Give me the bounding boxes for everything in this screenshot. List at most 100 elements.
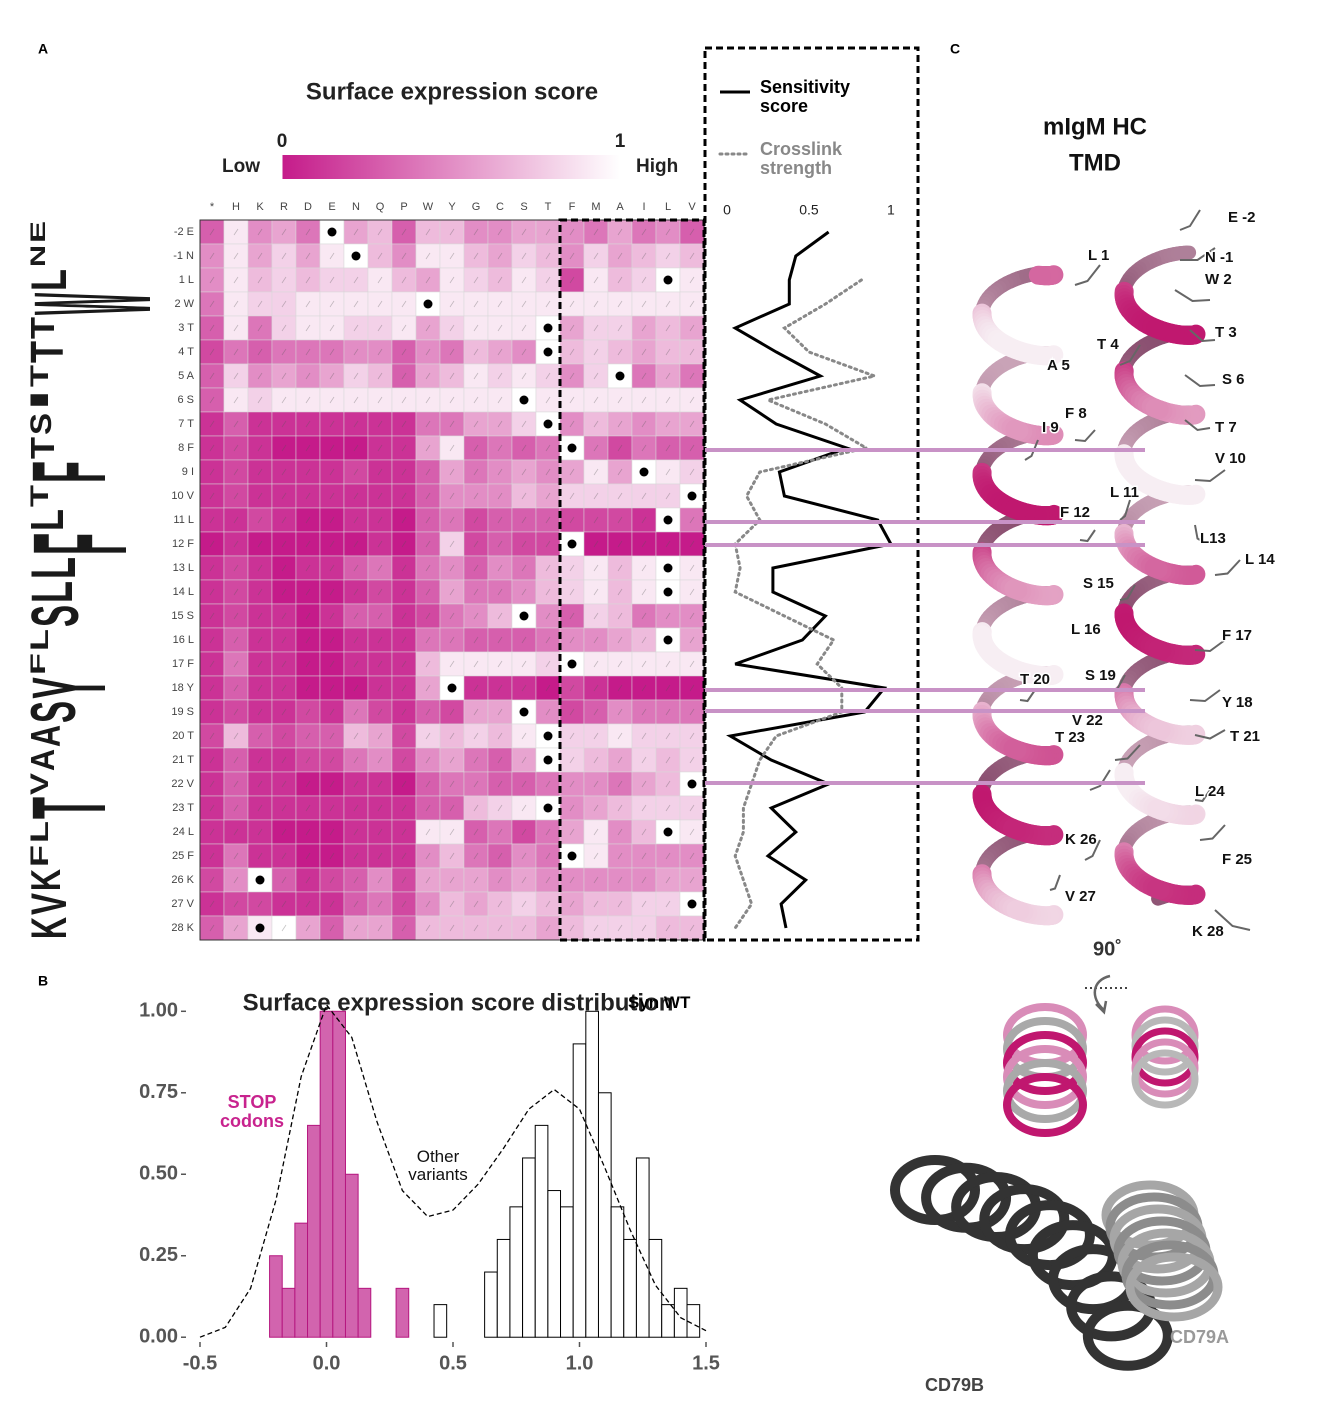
logo-letter: F (5, 533, 155, 555)
residue-label: T 21 (1230, 728, 1260, 745)
row-label: 27 V (171, 898, 194, 910)
residue-label: L 14 (1245, 551, 1275, 568)
logo-letter: L (19, 557, 89, 579)
row-label: 23 T (172, 802, 194, 814)
logo-letter: T (23, 436, 61, 459)
histogram-bar (687, 1305, 700, 1338)
wild-type-dot (664, 636, 673, 645)
wild-type-dot (328, 228, 337, 237)
side-chain (1180, 210, 1200, 230)
column-label: V (688, 201, 696, 213)
series-label: STOP codons (212, 1093, 292, 1131)
colorbar-tick-label: 1 (615, 131, 626, 152)
histogram-bar (624, 1239, 637, 1337)
colorbar-low-label: Low (222, 156, 260, 177)
wild-type-dot (544, 756, 553, 765)
series-label: Syn WT (628, 994, 708, 1012)
wild-type-dot (520, 708, 529, 717)
rotation-arrow (1095, 976, 1110, 1012)
residue-label: L 24 (1195, 783, 1225, 800)
residue-label: F 25 (1222, 851, 1252, 868)
logo-letter: S (19, 701, 89, 723)
histogram-bar (611, 1207, 624, 1337)
residue-label: N -1 (1205, 249, 1233, 266)
column-label: N (352, 201, 360, 213)
residue-label: V 10 (1215, 450, 1246, 467)
wild-type-dot (616, 372, 625, 381)
panel-label: A (38, 41, 48, 57)
logo-letter: T (25, 365, 53, 387)
legend-label: Crosslink strength (760, 140, 880, 178)
helix-segment (1016, 910, 1020, 911)
x-tick-label: 0 (723, 202, 731, 218)
histogram-bar (295, 1223, 308, 1337)
column-label: S (520, 201, 527, 213)
partner-label: CD79A (1170, 1327, 1229, 1347)
x-tick-label: 0.5 (439, 1352, 467, 1374)
histogram-bar (523, 1158, 536, 1337)
histogram-bar (485, 1272, 498, 1337)
logo-letter: K (22, 869, 69, 891)
wild-type-dot (568, 852, 577, 861)
wild-type-dot (568, 444, 577, 453)
row-label: 5 A (178, 370, 195, 382)
row-label: 13 L (173, 562, 194, 574)
column-label: L (665, 201, 671, 213)
panel-label: B (38, 973, 48, 989)
row-label: 17 F (172, 658, 194, 670)
wild-type-dot (544, 420, 553, 429)
column-label: C (496, 201, 504, 213)
row-label: 21 T (172, 754, 194, 766)
residue-label: W 2 (1205, 271, 1232, 288)
column-label: Y (448, 201, 456, 213)
logo-letter: L (21, 269, 77, 291)
histogram-bar (636, 1158, 649, 1337)
residue-label: I 9 (1042, 419, 1059, 436)
line-panel-box (705, 48, 918, 940)
logo-letter: V (25, 772, 53, 795)
helix-segment (1015, 349, 1019, 350)
colorbar-tick-label: 0 (277, 131, 288, 152)
residue-label: V 27 (1065, 888, 1096, 905)
row-label: 19 S (171, 706, 194, 718)
panel-label: C (950, 41, 960, 57)
side-chain (1195, 470, 1225, 481)
wild-type-dot (568, 540, 577, 549)
helix-segment (1156, 328, 1160, 330)
side-chain (1075, 265, 1100, 285)
histogram-bar (598, 1093, 611, 1337)
side-chain (1185, 375, 1215, 386)
logo-letter: T (25, 485, 53, 507)
row-label: 18 Y (172, 682, 195, 694)
residue-label: L13 (1200, 530, 1226, 547)
wild-type-dot (664, 828, 673, 837)
helix-segment (1157, 729, 1161, 731)
wild-type-dot (520, 612, 529, 621)
logo-letter: A (23, 749, 61, 771)
logo-letter: S (25, 413, 58, 435)
row-label: -1 N (173, 250, 194, 262)
residue-label: S 19 (1085, 667, 1116, 684)
helix-segment (1014, 669, 1018, 671)
residue-label: K 28 (1192, 923, 1224, 940)
side-chain (1080, 530, 1095, 541)
residue-label: L 1 (1088, 247, 1109, 264)
structure-title: mIgM HC (1043, 113, 1147, 140)
residue-label: E -2 (1228, 209, 1256, 226)
wild-type-dot (256, 924, 265, 933)
row-label: 1 L (179, 274, 194, 286)
column-label: A (616, 201, 624, 213)
wild-type-dot (424, 300, 433, 309)
residue-label: S 15 (1083, 575, 1114, 592)
logo-letter: N (27, 245, 50, 267)
wild-type-dot (664, 276, 673, 285)
wild-type-dot (568, 660, 577, 669)
wild-type-dot (688, 780, 697, 789)
residue-label: L 16 (1071, 621, 1101, 638)
wild-type-dot (664, 588, 673, 597)
side-chain (1195, 640, 1225, 651)
residue-label: T 3 (1215, 324, 1237, 341)
side-chain (1050, 875, 1060, 890)
histogram-bar (396, 1288, 409, 1337)
histogram-bar (358, 1288, 371, 1337)
